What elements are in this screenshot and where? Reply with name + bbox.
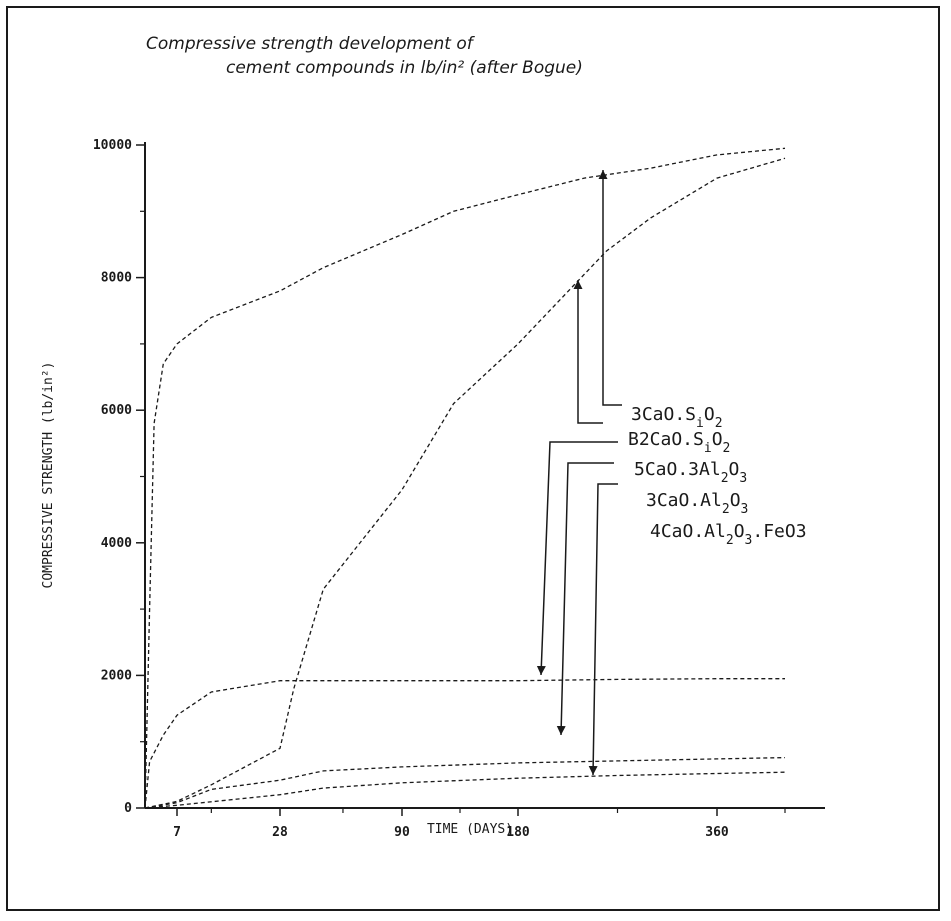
y-tick-label: 4000 [101, 536, 132, 551]
x-tick-label: 7 [173, 825, 181, 840]
chart-title-line1: Compressive strength development of [146, 34, 476, 54]
legend-label-2: B2CaO.SiO2 [628, 429, 730, 456]
y-tick-label: 8000 [101, 271, 132, 286]
legend-leader-5 [588, 483, 618, 776]
x-axis-label: TIME (DAYS) [427, 822, 513, 837]
series-line-4 [144, 756, 786, 809]
y-tick-label: 6000 [101, 403, 132, 418]
series-line-5 [144, 771, 786, 809]
y-tick-label: 2000 [101, 668, 132, 683]
legend-leader-1 [598, 170, 622, 406]
legend-label-1: 3CaO.SiO2 [631, 404, 723, 431]
series-lines [144, 147, 786, 809]
legend-leader-2 [573, 280, 603, 424]
x-tick-label: 90 [394, 825, 410, 840]
figure-frame [6, 6, 940, 911]
series-line-2 [144, 157, 786, 809]
legend-label-3: 5CaO.3Al2O3 [634, 459, 747, 486]
legend-label-5: 4CaO.Al2O3.FeO3 [650, 521, 807, 548]
legend-leader-3 [536, 441, 618, 676]
y-tick-label: 10000 [93, 138, 132, 153]
x-tick-label: 28 [272, 825, 288, 840]
chart-title-line2: cement compounds in lb/in² (after Bogue) [226, 58, 583, 78]
legend-label-4: 3CaO.Al2O3 [646, 490, 748, 517]
axes: 0 2000 4000 6000 8000 10000 7 28 90 180 360 [93, 138, 825, 840]
x-tick-label: 360 [705, 825, 729, 840]
series-line-3 [144, 678, 785, 809]
y-axis-label: COMPRESSIVE STRENGTH (lb/in²) [41, 362, 56, 589]
x-tick-label: 180 [506, 825, 530, 840]
legend-leader-4 [556, 462, 614, 736]
y-tick-label: 0 [124, 801, 132, 816]
